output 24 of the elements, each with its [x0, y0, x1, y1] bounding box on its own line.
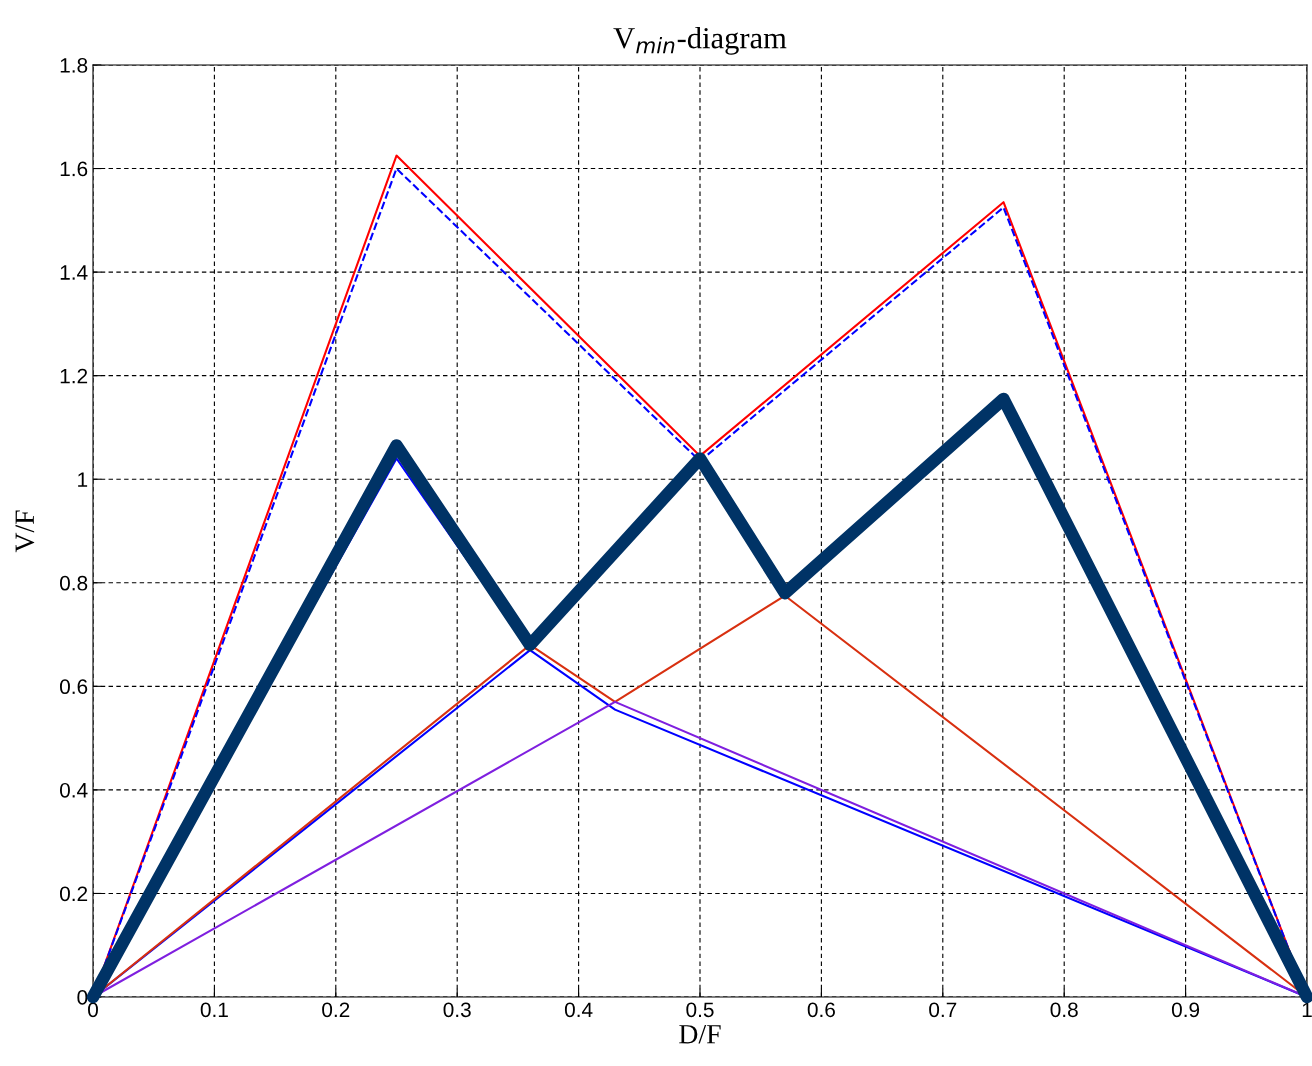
x-tick-label: 0.8: [1050, 1002, 1078, 1018]
y-tick-label: 1: [78, 472, 88, 487]
y-tick-label: 0.6: [59, 679, 88, 695]
chart-title: V$_{min}$-diagram: [613, 26, 787, 55]
y-tick-label: 0: [77, 990, 88, 1005]
x-tick-label: 0.1: [200, 1002, 228, 1018]
y-tick-label: 1.4: [60, 265, 88, 280]
x-tick-label: 0.2: [322, 1002, 350, 1018]
y-tick-label: 1.2: [60, 368, 88, 384]
y-tick-label: 0.2: [59, 886, 88, 902]
x-tick-label: 0.6: [807, 1002, 835, 1018]
x-tick-label: 0: [88, 1002, 98, 1018]
x-tick-label: 0.4: [564, 1002, 593, 1018]
y-tick-label: 0.4: [59, 782, 88, 798]
y-tick-label: 1.6: [60, 161, 88, 177]
x-tick-label: 0.3: [443, 1002, 471, 1018]
y-axis-title: V/F: [15, 510, 35, 553]
y-tick-label: 0.8: [59, 575, 88, 591]
x-axis-title: D/F: [679, 1025, 721, 1044]
x-tick-label: 0.7: [929, 1002, 957, 1018]
y-tick-label: 1.8: [60, 58, 88, 73]
x-tick-label: 1: [1302, 1002, 1312, 1017]
x-tick-label: 0.5: [686, 1002, 714, 1018]
x-tick-label: 0.9: [1171, 1002, 1200, 1018]
